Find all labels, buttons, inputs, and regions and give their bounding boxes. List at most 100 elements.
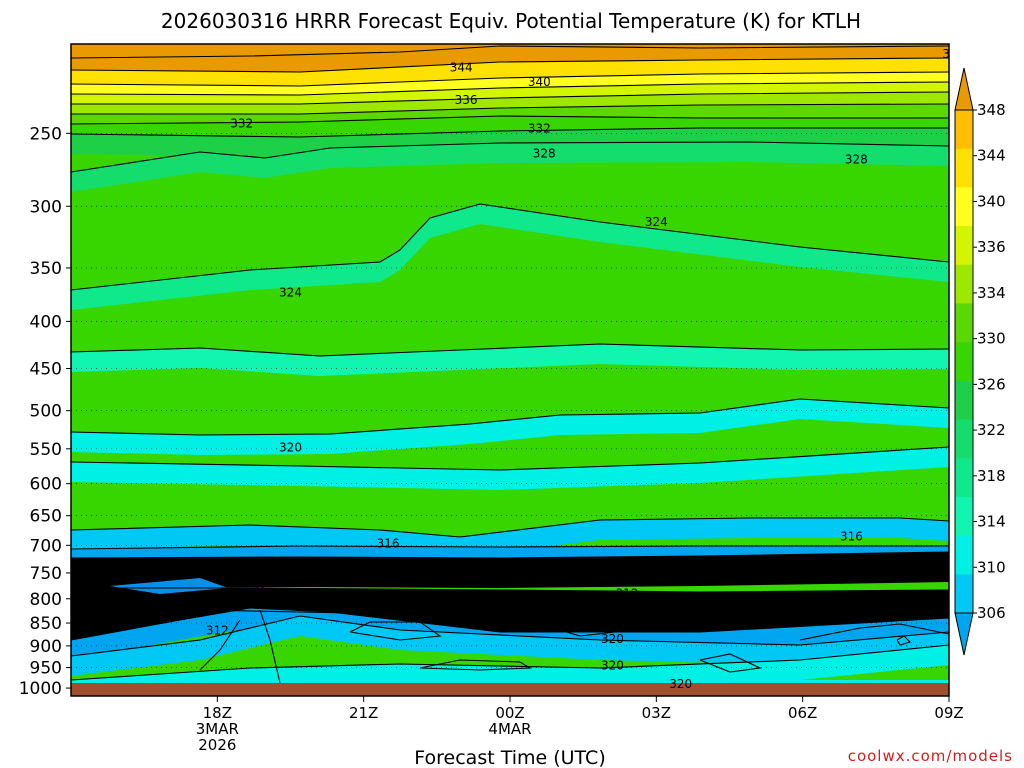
contour-label: 308 <box>396 597 419 611</box>
contour-line <box>199 619 241 671</box>
contour-label: 320 <box>669 677 692 691</box>
color-band <box>71 447 949 490</box>
y-tick-label: 350 <box>30 259 62 279</box>
x-tick-label: 18Z <box>203 704 232 722</box>
contour-line <box>699 653 762 673</box>
contour-line <box>71 127 949 138</box>
y-tick-label: 300 <box>30 197 62 217</box>
contour-label: 312 <box>377 562 400 576</box>
contour-line <box>71 644 949 681</box>
colorbar-swatch <box>955 187 973 227</box>
color-band <box>71 562 949 588</box>
contour-label: 332 <box>947 121 970 135</box>
contour-line <box>71 71 949 87</box>
contour-line <box>739 562 841 576</box>
colorbar-label: 340 <box>977 192 1006 210</box>
contour-line <box>71 551 949 559</box>
colorbar-swatch <box>955 264 973 304</box>
color-band <box>71 344 949 376</box>
contour-label: 320 <box>601 632 624 646</box>
source-credit: coolwx.com/models <box>848 747 1013 765</box>
y-tick-label: 650 <box>30 507 62 527</box>
x-tick-label: 00Z <box>495 704 524 722</box>
colorbar-label: 314 <box>977 513 1006 531</box>
colorbar-label: 322 <box>977 421 1006 439</box>
colorbar-swatch <box>955 226 973 266</box>
y-tick-label: 600 <box>30 475 62 495</box>
y-tick-label: 800 <box>30 590 62 610</box>
y-tick-label: 900 <box>30 637 62 657</box>
y-tick-label: 450 <box>30 360 62 380</box>
color-band <box>71 616 949 676</box>
color-band <box>71 204 949 310</box>
contour-lines <box>71 45 949 684</box>
contour-label: 340 <box>528 75 551 89</box>
terrain-below-ground <box>71 683 949 696</box>
contour-line <box>419 659 532 671</box>
contour-line <box>71 446 949 471</box>
contour-labels: 344 344 340 336 332 332 332 328 328 324 324 320 316 3… <box>206 47 970 691</box>
colorbar-label: 336 <box>977 238 1006 256</box>
colorbar-min-arrow <box>954 612 974 656</box>
contour-label: 320 <box>601 658 624 672</box>
contour-line <box>71 81 949 96</box>
colorbar-label: 326 <box>977 375 1006 393</box>
contour-line <box>71 141 949 173</box>
contour-line <box>71 91 949 105</box>
contour-line <box>71 517 949 538</box>
y-tick-label: 1000 <box>19 679 62 699</box>
colorbar-swatch <box>955 458 973 498</box>
contour-line <box>71 545 949 550</box>
contour-line <box>71 595 949 611</box>
colorbar-max-arrow <box>954 67 974 111</box>
contour-line <box>71 587 949 593</box>
contour-line <box>799 623 949 641</box>
colorbar-swatch <box>955 148 973 188</box>
colorbar-label: 318 <box>977 467 1006 485</box>
color-band <box>71 518 949 557</box>
contour-label: 344 <box>450 60 473 74</box>
x-tick-label: 3MAR <box>196 720 239 738</box>
contour-line <box>909 557 949 576</box>
contour-line <box>71 615 949 657</box>
colorbar-label: 310 <box>977 558 1006 576</box>
y-tick-label: 500 <box>30 402 62 422</box>
y-tick-label: 550 <box>30 440 62 460</box>
contour-label: 312 <box>616 587 639 601</box>
x-tick-label: 09Z <box>934 704 963 722</box>
color-bands <box>71 44 949 696</box>
colorbar-swatch <box>955 380 973 421</box>
colorbar: 348 344 340 336 334 330 326 322 318 314 310 306 <box>954 67 1006 656</box>
y-tick-label: 400 <box>30 312 62 332</box>
colorbar-swatch <box>955 535 973 575</box>
color-band <box>71 58 949 92</box>
cold-pocket <box>110 578 228 594</box>
contour-label: 316 <box>840 530 863 544</box>
contour-line <box>71 398 949 436</box>
colorbar-swatch <box>955 496 973 537</box>
x-tick-label: 03Z <box>642 704 671 722</box>
contour-label: 324 <box>279 285 302 299</box>
contour-label: 328 <box>845 153 868 167</box>
y-tick-label: 250 <box>30 124 62 144</box>
contour-line <box>71 607 949 641</box>
contour-line <box>71 203 949 291</box>
contour-line <box>349 621 442 641</box>
colorbar-label: 348 <box>977 101 1006 119</box>
contour-label: 316 <box>377 537 400 551</box>
x-tick-label: 21Z <box>349 704 378 722</box>
contour-line <box>896 635 912 646</box>
contour-line <box>71 561 949 569</box>
contour-line <box>71 45 949 59</box>
contour-label: 324 <box>645 215 668 229</box>
contour-label: 320 <box>279 440 302 454</box>
contour-line <box>71 115 949 125</box>
colorbar-swatch <box>955 574 973 614</box>
colorbar-label: 334 <box>977 284 1006 302</box>
plot-area: 344 344 340 336 332 332 332 328 328 324 324 320 316 3… <box>71 44 970 696</box>
contour-line <box>559 629 616 637</box>
x-axis-label: Forecast Time (UTC) <box>414 747 605 768</box>
contour-line <box>71 57 949 73</box>
colorbar-label: 330 <box>977 330 1006 348</box>
